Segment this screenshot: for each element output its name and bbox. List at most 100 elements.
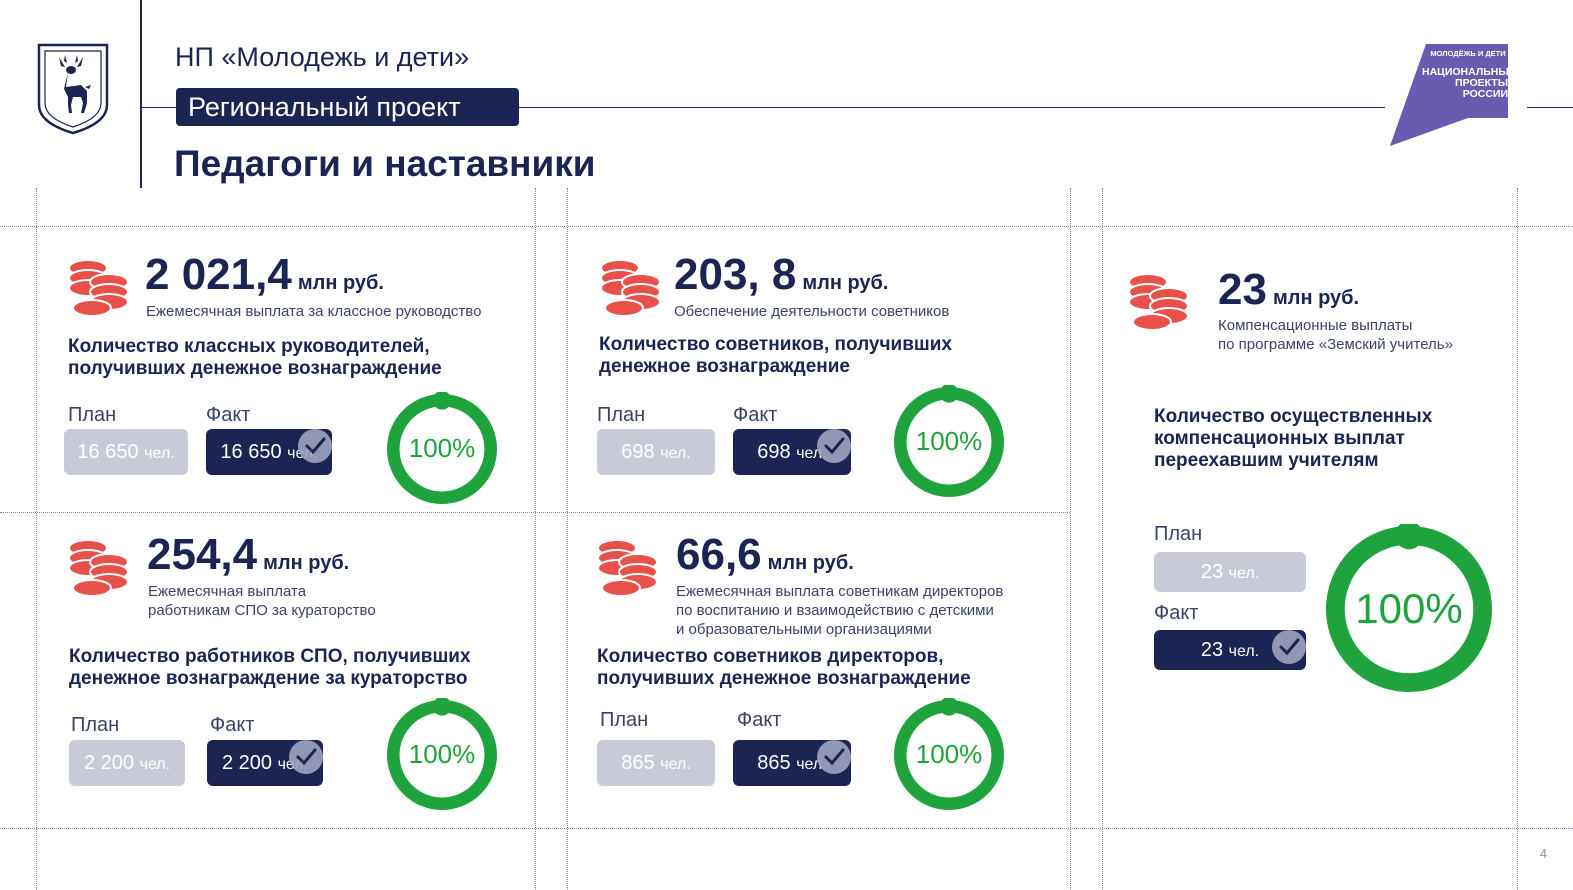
progress-ring <box>892 383 1006 504</box>
grid-line <box>0 226 1573 227</box>
fact-value-box: 865 чел. <box>733 740 851 786</box>
metric-heading: Количество работников СПО, получивших ден… <box>69 646 471 690</box>
heading-line: получивших денежное вознаграждение <box>597 668 971 689</box>
metric-heading: Количество осуществленных компенсационных… <box>1154 406 1432 472</box>
progress-ring <box>1324 521 1494 699</box>
check-icon <box>1272 630 1306 664</box>
heading-line: Количество классных руководителей, <box>68 336 430 357</box>
desc-line: Ежемесячная выплата советникам директоро… <box>676 583 1004 600</box>
logo-line2: НАЦИОНАЛЬНЫЕ <box>1422 66 1516 78</box>
desc-line: и образовательными организациями <box>676 621 932 638</box>
percent-label: 100% <box>1355 585 1463 632</box>
page-number: 4 <box>1539 846 1547 861</box>
coins-icon <box>1128 272 1190 339</box>
amount-description: Ежемесячная выплата советникам директоро… <box>676 582 1003 639</box>
amount-value: 2 021,4 млн руб. <box>145 250 384 299</box>
desc-line: Компенсационные выплаты <box>1218 317 1413 334</box>
amount-value: 203, 8 млн руб. <box>674 250 889 299</box>
amount-value: 23 млн руб. <box>1218 265 1360 314</box>
fact-value-box: 16 650 чел. <box>206 429 332 475</box>
desc-line: Ежемесячная выплата за классное руководс… <box>146 303 482 320</box>
grid-line <box>1070 188 1071 890</box>
amount-description: Обеспечение деятельности советников <box>674 302 949 321</box>
heading-line: Количество работников СПО, получивших <box>69 646 471 667</box>
metric-heading: Количество советников, получивших денежно… <box>599 334 952 378</box>
fact-label: Факт <box>737 709 782 731</box>
amount-unit: млн руб. <box>802 272 889 294</box>
amount-unit: млн руб. <box>767 552 854 574</box>
logo-line3: ПРОЕКТЫ <box>1455 77 1508 89</box>
heading-line: Количество осуществленных <box>1154 406 1433 427</box>
heading-line: Количество советников, получивших <box>599 334 952 355</box>
plan-value-box: 865 чел. <box>597 740 715 786</box>
header-divider <box>140 0 142 188</box>
grid-line <box>0 512 1070 513</box>
coins-icon <box>600 258 662 325</box>
plan-value-box: 23 чел. <box>1154 552 1306 592</box>
heading-line: денежное вознаграждение <box>599 356 850 377</box>
project-label: Региональный проект <box>176 88 519 126</box>
check-icon <box>289 740 323 774</box>
amount-value: 254,4 млн руб. <box>147 530 350 579</box>
amount-value: 66,6 млн руб. <box>676 530 854 579</box>
fact-value-box: 698 чел. <box>733 429 851 475</box>
plan-label: План <box>1154 523 1203 545</box>
percent-label: 100% <box>408 739 476 769</box>
fact-label: Факт <box>1154 602 1199 624</box>
check-icon <box>817 740 851 774</box>
heading-line: переехавшим учителям <box>1154 450 1379 471</box>
header-rule <box>140 107 176 108</box>
check-icon <box>817 429 851 463</box>
logo-text-block: НАЦИОНАЛЬНЫЕ ПРОЕКТЫ РОССИИ <box>1422 66 1516 100</box>
heading-line: компенсационных выплат <box>1154 428 1405 449</box>
plan-label: План <box>71 714 120 736</box>
metric-heading: Количество советников директоров, получив… <box>597 646 971 690</box>
amount-unit: млн руб. <box>297 272 384 294</box>
desc-line: по программе «Земский учитель» <box>1218 336 1453 353</box>
grid-line <box>1517 188 1518 890</box>
desc-line: работникам СПО за кураторство <box>148 602 376 619</box>
grid-line <box>567 188 568 890</box>
percent-label: 100% <box>915 426 983 456</box>
metric-heading: Количество классных руководителей, получи… <box>68 336 442 380</box>
coins-icon <box>597 538 659 605</box>
plan-value-box: 2 200 чел. <box>69 740 185 786</box>
desc-line: Ежемесячная выплата <box>148 583 307 600</box>
amount-description: Компенсационные выплаты по программе «Зем… <box>1218 316 1453 354</box>
plan-label: План <box>68 404 117 426</box>
plan-value-box: 16 650 чел. <box>64 429 188 475</box>
coins-icon <box>68 258 130 325</box>
amount-unit: млн руб. <box>263 552 350 574</box>
fact-label: Факт <box>210 714 255 736</box>
grid-line <box>36 188 37 890</box>
heading-line: получивших денежное вознаграждение <box>68 358 442 379</box>
percent-label: 100% <box>915 739 983 769</box>
fact-value-box: 2 200 чел. <box>207 740 323 786</box>
percent-label: 100% <box>408 433 476 463</box>
amount-description: Ежемесячная выплата работникам СПО за кур… <box>148 582 376 620</box>
coins-icon <box>68 538 130 605</box>
heading-line: денежное вознаграждение за кураторство <box>69 668 468 689</box>
desc-line: по воспитанию и взаимодействию с детским… <box>676 602 994 619</box>
plan-value-box: 698 чел. <box>597 429 715 475</box>
amount-unit: млн руб. <box>1272 287 1360 309</box>
fact-value-box: 23 чел. <box>1154 630 1306 670</box>
national-projects-logo: МОЛОДЁЖЬ И ДЕТИ НАЦИОНАЛЬНЫЕ ПРОЕКТЫ РОС… <box>1388 40 1518 148</box>
grid-line <box>1102 188 1103 890</box>
amount-description: Ежемесячная выплата за классное руководс… <box>146 302 481 321</box>
header-rule <box>519 107 1385 108</box>
check-icon <box>298 429 332 463</box>
org-name: НП «Молодежь и дети» <box>175 42 470 72</box>
logo-line1: МОЛОДЁЖЬ И ДЕТИ <box>1430 49 1506 58</box>
fact-label: Факт <box>206 404 251 426</box>
header-rule <box>1527 107 1573 108</box>
page-title: Педагоги и наставники <box>174 143 596 184</box>
progress-ring <box>385 390 499 511</box>
progress-ring <box>892 696 1006 817</box>
grid-line <box>535 188 536 890</box>
desc-line: Обеспечение деятельности советников <box>674 303 950 320</box>
fact-label: Факт <box>733 404 778 426</box>
grid-line <box>0 828 1573 829</box>
heading-line: Количество советников директоров, <box>597 646 944 667</box>
coat-of-arms-logo <box>37 43 109 140</box>
